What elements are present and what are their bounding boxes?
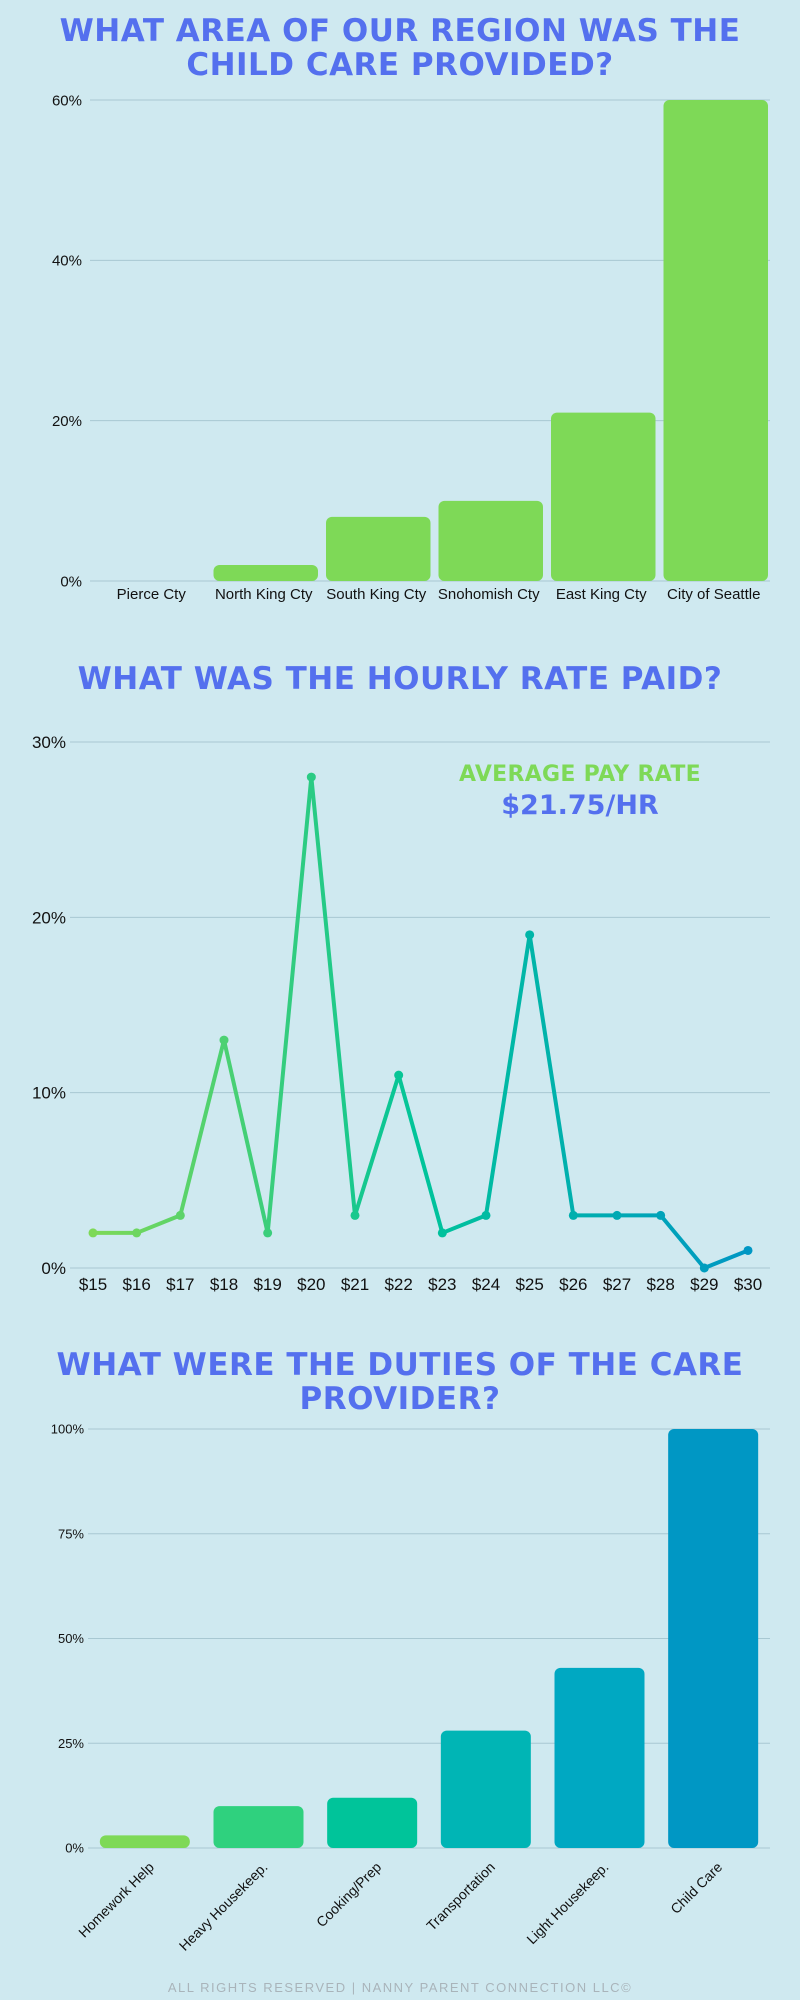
average-pay-label: AVERAGE PAY RATE <box>458 762 701 787</box>
x-tick-label: $15 <box>79 1275 107 1294</box>
x-tick-label: $22 <box>384 1275 412 1294</box>
data-point <box>437 1228 447 1238</box>
data-point <box>350 1210 360 1220</box>
data-point <box>612 1210 622 1220</box>
y-tick-label: 20% <box>52 413 82 430</box>
x-tick-label: $28 <box>646 1275 674 1294</box>
x-tick-label: Light Housekeep. <box>523 1859 611 1947</box>
x-tick-label: $20 <box>297 1275 325 1294</box>
x-tick-label: $25 <box>515 1275 543 1294</box>
footer-copyright: ALL RIGHTS RESERVED | NANNY PARENT CONNE… <box>167 1980 633 1995</box>
region-chart-title: WHAT AREA OF OUR REGION WAS THE CHILD CA… <box>59 13 741 83</box>
y-tick-label: 100% <box>51 1422 85 1437</box>
bar <box>551 412 656 581</box>
x-tick-label: $24 <box>472 1275 500 1294</box>
bar <box>663 100 768 581</box>
x-tick-label: Child Care <box>667 1859 725 1917</box>
data-point <box>568 1210 578 1220</box>
data-point <box>525 930 535 940</box>
bar <box>327 1797 418 1848</box>
bar <box>440 1730 531 1848</box>
y-tick-label: 10% <box>32 1084 66 1103</box>
x-tick-label: Cooking/Prep <box>313 1859 384 1930</box>
bar <box>438 500 543 581</box>
x-tick-label: $18 <box>210 1275 238 1294</box>
x-tick-label: $29 <box>690 1275 718 1294</box>
y-tick-label: 75% <box>58 1526 84 1541</box>
data-point <box>132 1228 142 1238</box>
duties-bar-chart: 0% 25% 50% 75% 100% Homework Help Heavy Housek… <box>51 1422 770 1954</box>
bar <box>213 1806 304 1848</box>
x-tick-label: Pierce Cty <box>117 586 187 603</box>
region-bar-chart: 0% 20% 40% 60% Pierce Cty North King Cty South… <box>52 92 770 603</box>
x-tick-label: North King Cty <box>215 586 313 603</box>
y-tick-label: 0% <box>41 1259 66 1278</box>
y-tick-label: 50% <box>58 1631 84 1646</box>
data-point <box>394 1070 404 1080</box>
bar <box>213 564 318 581</box>
bar <box>99 1835 190 1848</box>
x-tick-label: $26 <box>559 1275 587 1294</box>
data-point <box>175 1210 185 1220</box>
x-tick-label: $16 <box>122 1275 150 1294</box>
x-tick-label: Snohomish Cty <box>438 586 540 603</box>
data-point <box>263 1228 273 1238</box>
x-tick-label: East King Cty <box>556 586 647 603</box>
data-point <box>88 1228 98 1238</box>
x-tick-label: $23 <box>428 1275 456 1294</box>
series-line <box>93 775 749 1270</box>
data-point <box>656 1210 666 1220</box>
y-tick-label: 0% <box>65 1841 84 1856</box>
data-point <box>743 1245 753 1255</box>
y-tick-label: 25% <box>58 1736 84 1751</box>
duties-chart-title: WHAT WERE THE DUTIES OF THE CARE PROVIDE… <box>56 1347 744 1417</box>
y-tick-label: 0% <box>60 573 82 590</box>
data-point <box>306 772 316 782</box>
bar <box>668 1429 759 1848</box>
x-tick-label: City of Seattle <box>667 586 760 603</box>
data-point <box>699 1263 709 1273</box>
y-tick-label: 30% <box>32 733 66 752</box>
x-tick-label: Transportation <box>423 1859 498 1934</box>
data-point <box>481 1210 491 1220</box>
x-tick-label: $30 <box>734 1275 762 1294</box>
x-tick-label: Homework Help <box>75 1859 157 1941</box>
y-tick-label: 20% <box>32 908 66 927</box>
y-tick-label: 40% <box>52 253 82 270</box>
average-pay-value: $21.75/HR <box>501 790 659 821</box>
x-tick-label: $21 <box>341 1275 369 1294</box>
x-tick-label: $19 <box>253 1275 281 1294</box>
rate-chart-title: WHAT WAS THE HOURLY RATE PAID? <box>77 661 723 697</box>
x-tick-label: Heavy Housekeep. <box>176 1859 271 1954</box>
data-point <box>219 1035 229 1045</box>
x-tick-label: $27 <box>603 1275 631 1294</box>
x-tick-label: $17 <box>166 1275 194 1294</box>
y-tick-label: 60% <box>52 92 82 109</box>
bar <box>554 1667 645 1848</box>
x-tick-label: South King Cty <box>326 586 427 603</box>
rate-line-chart: 0% 10% 20% 30% $15 $16 $17 $18 $19 $20 $21 $22 $23 $2… <box>32 733 770 1294</box>
bar <box>326 516 431 581</box>
